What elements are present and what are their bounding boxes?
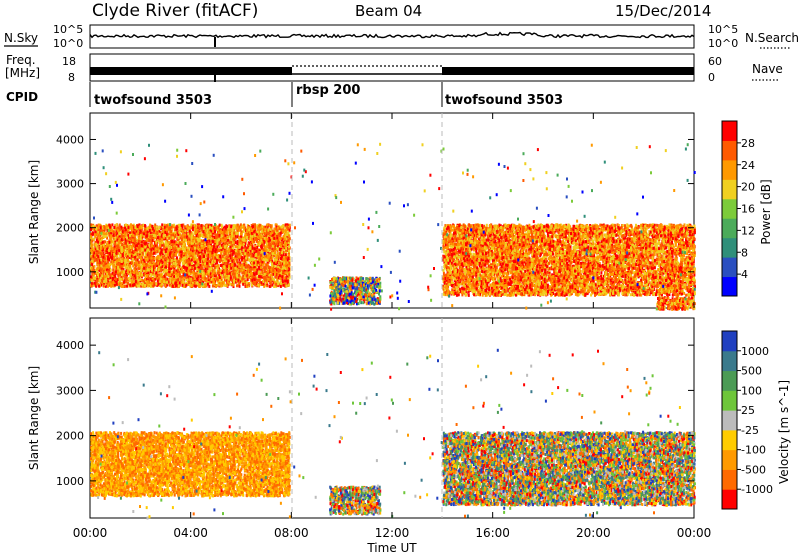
- freq-tick-top: 18: [62, 55, 76, 68]
- freq-label-1: Freq.: [6, 53, 36, 67]
- date-title: 15/Dec/2014: [615, 2, 711, 20]
- freq-label-2: [MHz]: [5, 66, 40, 80]
- noise-tick-bottom-left: 10^0: [53, 37, 83, 50]
- noise-panel: N.Sky 10^5 10^0 10^5 10^0 N.Search: [4, 23, 799, 50]
- cpid-panel: CPID twofsound 3503 rbsp 200 twofsound 3…: [6, 82, 563, 108]
- noise-tick-bottom-right: 10^0: [708, 37, 738, 50]
- station-title: Clyde River (fitACF): [92, 1, 258, 21]
- nave-tick-bottom: 0: [708, 71, 715, 84]
- beam-title: Beam 04: [355, 2, 422, 20]
- freq-tick-bottom: 8: [68, 71, 75, 84]
- nave-tick-top: 60: [708, 55, 722, 68]
- nave-label: Nave: [752, 62, 783, 76]
- cpid-label: CPID: [6, 90, 38, 104]
- cpid-segment-3: twofsound 3503: [445, 93, 563, 108]
- fitacf-summary-figure: Clyde River (fitACF) Beam 04 15/Dec/2014…: [0, 0, 800, 554]
- freq-band-2: [442, 67, 694, 75]
- cpid-segment-1: twofsound 3503: [94, 93, 212, 108]
- freq-panel: Freq. [MHz] 18 8 60 0 Nave: [5, 53, 783, 84]
- nsearch-label: N.Search: [745, 31, 799, 45]
- cpid-segment-2: rbsp 200: [296, 83, 360, 98]
- noise-tick-top-right: 10^5: [708, 23, 738, 36]
- noise-tick-top-left: 10^5: [53, 23, 83, 36]
- freq-band-1: [90, 67, 292, 75]
- noise-trace: [90, 33, 694, 38]
- nsky-label: N.Sky: [4, 31, 38, 45]
